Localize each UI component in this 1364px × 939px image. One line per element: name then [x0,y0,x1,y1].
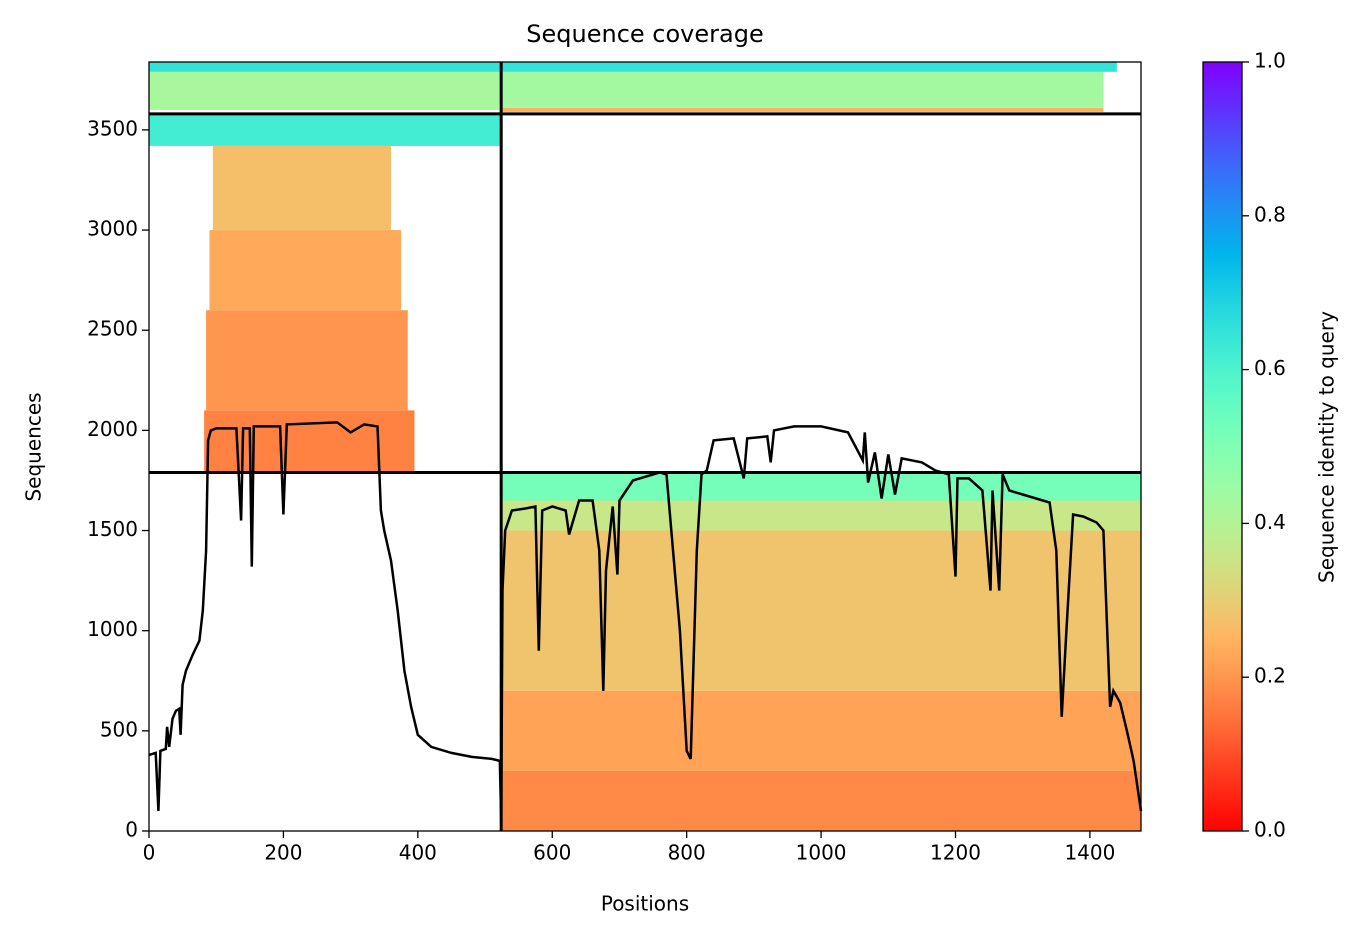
coverage-block [212,145,391,231]
colorbar-tick-label: 1.0 [1254,49,1286,73]
coverage-block [501,472,1141,501]
colorbar-tick-label: 0.4 [1254,510,1286,534]
plot-frame [148,61,1142,832]
chart-title: Sequence coverage [526,20,763,48]
x-tick-label: 400 [399,841,437,865]
x-tick-label: 1200 [930,841,981,865]
x-tick-label: 1000 [796,841,847,865]
coverage-block [149,71,502,110]
x-tick-label: 0 [143,841,156,865]
coverage-block [501,690,1141,771]
y-axis-label: Sequences [22,392,46,501]
coverage-block [501,500,1141,531]
colorbar-label: Sequence identity to query [1315,311,1339,583]
coverage-block [149,62,1117,72]
y-tick-label: 2000 [87,417,138,441]
x-tick-label: 600 [533,841,571,865]
x-tick-label: 800 [668,841,706,865]
coverage-block [149,113,502,146]
x-axis-label: Positions [601,892,689,916]
x-tick-label: 200 [264,841,302,865]
x-tick-label: 1400 [1064,841,1115,865]
colorbar-tick-label: 0.6 [1254,356,1286,380]
y-tick-label: 2500 [87,317,138,341]
coverage-block [206,310,408,411]
colorbar [1202,61,1243,832]
y-tick-label: 1000 [87,617,138,641]
coverage-block [501,107,1104,112]
coverage-block [204,410,415,473]
y-tick-label: 1500 [87,517,138,541]
colorbar-tick-label: 0.8 [1254,202,1286,226]
coverage-block [501,71,1104,108]
y-tick-label: 0 [125,818,138,842]
y-tick-label: 500 [100,717,138,741]
coverage-block [209,230,402,311]
coverage-block [501,530,1141,691]
y-tick-label: 3000 [87,217,138,241]
colorbar-tick-label: 0.0 [1254,818,1286,842]
coverage-block [501,770,1141,831]
colorbar-tick-label: 0.2 [1254,664,1286,688]
y-tick-label: 3500 [87,116,138,140]
coverage-line [148,421,1143,820]
